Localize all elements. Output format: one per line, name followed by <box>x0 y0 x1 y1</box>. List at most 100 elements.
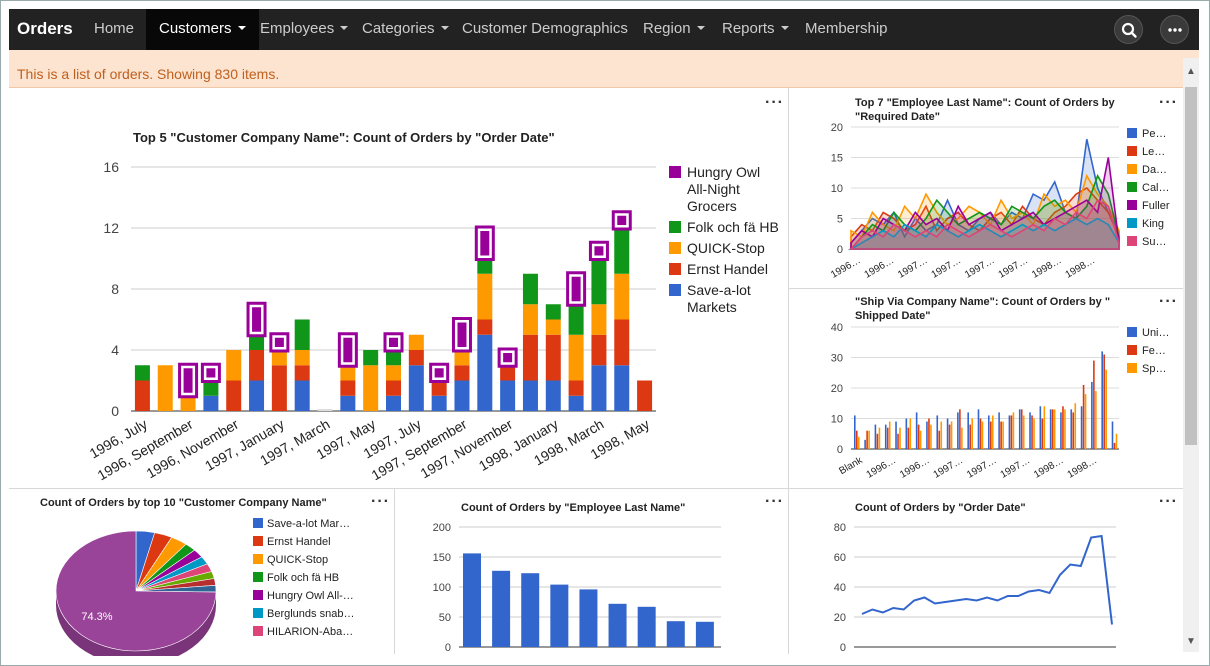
bar-segment <box>272 365 287 411</box>
bar-segment <box>523 335 538 381</box>
bar <box>1011 415 1013 449</box>
bar <box>978 409 980 449</box>
nav-item-customer-demographics[interactable]: Customer Demographics <box>449 9 641 50</box>
bar <box>609 604 627 647</box>
y-tick-label: 0 <box>837 244 843 256</box>
bar-segment <box>591 304 606 335</box>
bar <box>1091 382 1093 449</box>
bar <box>961 428 963 449</box>
y-tick-label: 16 <box>103 159 119 175</box>
caret-down-icon <box>340 26 348 30</box>
legend-swatch <box>1127 327 1137 337</box>
bar <box>579 589 597 647</box>
chart-title: Count of Orders by top 10 "Customer Comp… <box>40 496 327 510</box>
legend-label: Folk och fä HB <box>687 219 779 235</box>
y-tick-label: 20 <box>834 612 846 624</box>
nav-item-reports[interactable]: Reports <box>709 9 802 50</box>
bar <box>949 425 951 449</box>
chart-title: Top 5 "Customer Company Name": Count of … <box>133 131 555 145</box>
bar-segment <box>409 350 424 365</box>
legend-label: King <box>1142 218 1164 230</box>
y-tick-label: 4 <box>111 342 119 358</box>
legend-label: Da… <box>1142 164 1167 176</box>
y-tick-label: 0 <box>837 444 843 456</box>
nav-item-customers[interactable]: Customers <box>146 9 259 50</box>
legend-swatch <box>1127 164 1137 174</box>
x-tick-label: 1997… <box>930 255 963 281</box>
bar-segment <box>295 381 310 412</box>
bar <box>980 419 982 450</box>
legend-label: Hungry Owl All-… <box>267 590 354 602</box>
bar-segment <box>500 381 515 412</box>
y-tick-label: 0 <box>445 642 451 654</box>
legend-swatch <box>1127 345 1137 355</box>
chart-menu-button[interactable]: ··· <box>371 498 390 506</box>
orderdate-line-chart: 020406080 <box>816 516 1181 654</box>
x-tick-label: 1996… <box>898 455 931 481</box>
nav-item-employees[interactable]: Employees <box>247 9 361 50</box>
bar <box>1101 351 1103 449</box>
caret-down-icon <box>697 26 705 30</box>
bar <box>1002 422 1004 449</box>
bar <box>916 412 918 449</box>
legend-swatch <box>1127 200 1137 210</box>
bar <box>864 440 866 449</box>
bar-segment <box>614 365 629 411</box>
scroll-up-icon[interactable]: ▲ <box>1184 65 1198 79</box>
legend-swatch <box>253 626 263 636</box>
bar-segment <box>409 365 424 411</box>
x-tick-label: 1996… <box>865 455 898 481</box>
legend-swatch <box>669 221 681 233</box>
nav-item-home[interactable]: Home <box>81 9 147 50</box>
search-icon <box>1115 16 1144 45</box>
bar-segment <box>363 350 378 365</box>
legend-label: Uni… <box>1142 327 1170 339</box>
y-tick-label: 10 <box>831 414 843 426</box>
bar <box>1114 443 1116 449</box>
bar-segment <box>591 365 606 411</box>
nav-item-categories[interactable]: Categories <box>349 9 462 50</box>
bar-segment <box>295 365 310 380</box>
legend-label: Hungry Owl <box>687 164 760 180</box>
legend-label: Save-a-lot <box>687 282 751 298</box>
y-tick-label: 15 <box>831 153 843 165</box>
bar <box>1103 354 1105 449</box>
bar-segment <box>135 381 150 412</box>
chart-menu-button[interactable]: ··· <box>765 99 784 107</box>
scroll-down-icon[interactable]: ▼ <box>1184 635 1198 649</box>
legend-label: Save-a-lot Mar… <box>267 518 350 530</box>
search-button[interactable] <box>1114 15 1143 44</box>
nav-item-label: Customer Demographics <box>462 20 628 37</box>
chart-menu-button[interactable]: ··· <box>765 498 784 506</box>
bar <box>856 431 858 449</box>
bar-segment <box>386 396 401 411</box>
divider <box>788 288 1183 289</box>
bar <box>638 607 656 647</box>
bar <box>1009 415 1011 449</box>
nav-item-region[interactable]: Region <box>630 9 718 50</box>
brand[interactable]: Orders <box>9 9 81 50</box>
bar-segment <box>343 338 352 363</box>
chart-menu-button[interactable]: ··· <box>1159 298 1178 306</box>
more-button[interactable] <box>1160 15 1189 44</box>
y-tick-label: 200 <box>433 522 451 534</box>
legend-label: Fe… <box>1142 345 1166 357</box>
bar <box>1062 406 1064 449</box>
bar <box>906 419 908 450</box>
chart-menu-button[interactable]: ··· <box>1159 99 1178 107</box>
legend-label: Folk och fä HB <box>267 572 339 584</box>
bar <box>875 425 877 449</box>
bar <box>889 422 891 449</box>
y-tick-label: 12 <box>103 220 119 236</box>
nav-item-membership[interactable]: Membership <box>792 9 901 50</box>
shipvia-bar-chart: 010203040Blank 1996… 1996… 1997… 1997… 1997… 1… <box>816 319 1181 487</box>
chart-menu-button[interactable]: ··· <box>1159 498 1178 506</box>
bar <box>992 415 994 449</box>
scrollbar-thumb[interactable] <box>1185 87 1197 445</box>
bar-segment <box>523 304 538 335</box>
bar-segment <box>572 277 581 302</box>
bar <box>1031 415 1033 449</box>
bar <box>463 553 481 647</box>
y-tick-label: 80 <box>834 522 846 534</box>
bar-segment <box>340 396 355 411</box>
